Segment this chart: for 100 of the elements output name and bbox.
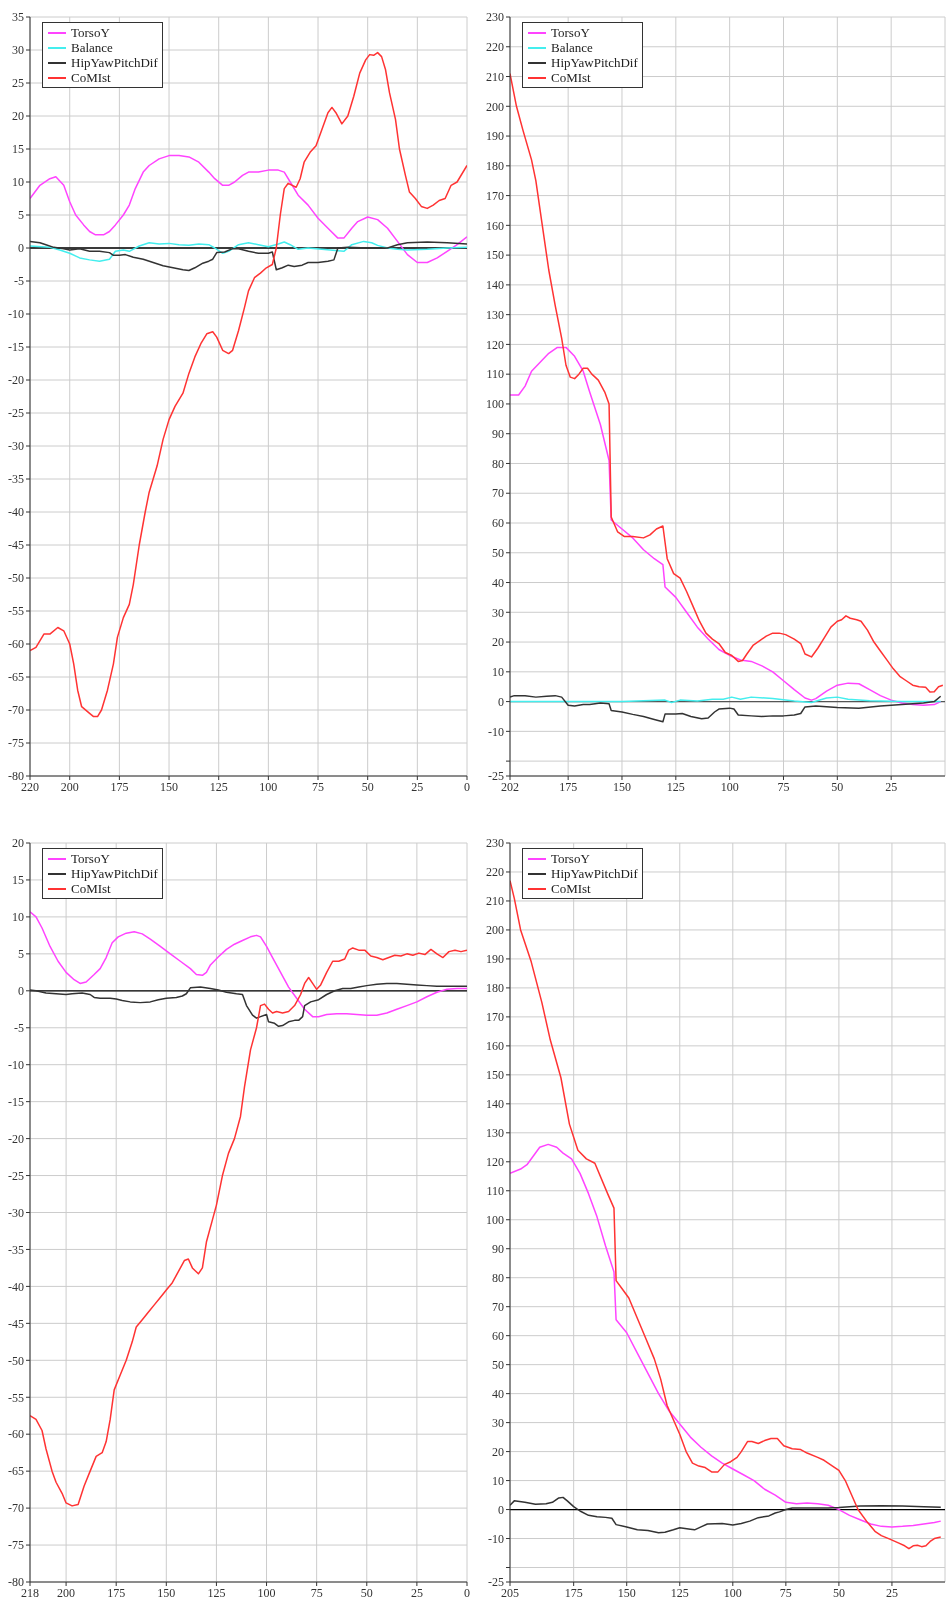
line-series [30, 154, 467, 264]
y-tick-label: 130 [486, 307, 504, 322]
y-tick-label: 5 [18, 208, 24, 223]
y-tick-label: 80 [492, 456, 504, 471]
y-tick-label: -80 [8, 769, 24, 784]
y-tick-label: -25 [488, 769, 504, 784]
y-tick-label: -50 [8, 1353, 24, 1368]
y-tick-label: 80 [492, 1270, 504, 1285]
y-tick-label: -30 [8, 1205, 24, 1220]
legend-label: Balance [71, 40, 113, 55]
y-tick-label: 130 [486, 1126, 504, 1141]
y-tick-label: 5 [18, 947, 24, 962]
x-tick-label: 100 [257, 1585, 276, 1600]
y-tick-label: 110 [486, 367, 504, 382]
y-tick-label: 15 [12, 142, 24, 157]
x-tick-label: 202 [501, 779, 519, 794]
y-tick-label: 230 [486, 836, 504, 851]
line-series [510, 1143, 942, 1528]
x-tick-label: 150 [617, 1585, 636, 1600]
legend-label: CoMIst [71, 70, 111, 85]
y-tick-label: 30 [492, 1415, 504, 1430]
x-tick-label: 0 [464, 779, 470, 794]
y-tick-label: 30 [492, 605, 504, 620]
x-tick-label: 75 [777, 779, 790, 794]
x-tick-label: 100 [259, 779, 278, 794]
x-tick-label: 50 [832, 1585, 845, 1600]
x-tick-label: 25 [411, 779, 424, 794]
y-tick-label: 90 [492, 1241, 504, 1256]
y-tick-label: -55 [8, 1390, 24, 1405]
line-series [30, 51, 467, 718]
legend-label: HipYawPitchDif [551, 866, 638, 881]
x-tick-label: 200 [60, 779, 79, 794]
legend-label: CoMIst [551, 70, 591, 85]
y-tick-label: 230 [486, 10, 504, 25]
y-tick-label: -10 [8, 307, 24, 322]
y-tick-label: -80 [8, 1575, 24, 1590]
y-tick-label: 120 [486, 1155, 504, 1170]
y-tick-label: 200 [486, 99, 504, 114]
y-tick-label: -20 [8, 373, 24, 388]
y-tick-label: 140 [486, 278, 504, 293]
x-tick-label: 100 [723, 1585, 742, 1600]
x-tick-label: 175 [107, 1585, 126, 1600]
y-tick-label: 10 [492, 665, 504, 680]
y-tick-label: -60 [8, 637, 24, 652]
x-tick-label: 175 [559, 779, 578, 794]
x-tick-label: 25 [885, 779, 898, 794]
x-tick-label: 125 [666, 779, 685, 794]
x-tick-label: 0 [464, 1585, 470, 1600]
y-tick-label: 150 [486, 248, 504, 263]
x-tick-label: 50 [831, 779, 844, 794]
y-tick-label: -5 [14, 1021, 24, 1036]
legend-label: TorsoY [71, 851, 110, 866]
y-tick-label: 60 [492, 516, 504, 531]
x-tick-label: 175 [564, 1585, 583, 1600]
y-tick-label: 120 [486, 337, 504, 352]
x-tick-label: 125 [209, 779, 228, 794]
y-tick-label: 20 [492, 1444, 504, 1459]
y-tick-label: 60 [492, 1328, 504, 1343]
y-tick-label: 180 [486, 159, 504, 174]
y-tick-label: 190 [486, 952, 504, 967]
y-tick-label: 10 [492, 1473, 504, 1488]
x-tick-label: 25 [410, 1585, 423, 1600]
y-tick-label: 50 [492, 546, 504, 561]
y-tick-label: -45 [8, 538, 24, 553]
y-tick-label: -65 [8, 670, 24, 685]
y-tick-label: -10 [488, 1531, 504, 1546]
y-tick-label: -75 [8, 736, 24, 751]
y-tick-label: 25 [12, 76, 24, 91]
y-tick-label: -15 [8, 340, 24, 355]
legend-label: CoMIst [551, 881, 591, 896]
y-tick-label: 30 [12, 43, 24, 58]
y-tick-label: 210 [486, 69, 504, 84]
y-tick-label: -25 [8, 406, 24, 421]
y-tick-label: 170 [486, 188, 504, 203]
y-tick-label: 0 [18, 241, 24, 256]
y-tick-label: -70 [8, 703, 24, 718]
x-tick-label: 175 [110, 779, 129, 794]
x-tick-label: 75 [312, 779, 325, 794]
y-tick-label: -10 [488, 724, 504, 739]
y-tick-label: 100 [486, 1213, 504, 1228]
line-series [30, 240, 467, 262]
y-tick-label: 100 [486, 397, 504, 412]
legend-label: HipYawPitchDif [551, 55, 638, 70]
y-tick-label: -55 [8, 604, 24, 619]
y-tick-label: 220 [486, 865, 504, 880]
y-tick-label: -30 [8, 439, 24, 454]
y-tick-label: 10 [12, 910, 24, 925]
x-tick-label: 75 [779, 1585, 792, 1600]
x-tick-label: 100 [720, 779, 739, 794]
y-tick-label: 0 [498, 694, 504, 709]
y-tick-label: 0 [498, 1502, 504, 1517]
y-tick-label: -70 [8, 1501, 24, 1516]
y-tick-label: 220 [486, 40, 504, 55]
legend-label: Balance [551, 40, 593, 55]
x-tick-label: 150 [612, 779, 631, 794]
y-tick-label: 210 [486, 894, 504, 909]
x-tick-label: 150 [157, 1585, 176, 1600]
y-tick-label: 160 [486, 218, 504, 233]
x-tick-label: 125 [207, 1585, 226, 1600]
y-tick-label: -35 [8, 1242, 24, 1257]
